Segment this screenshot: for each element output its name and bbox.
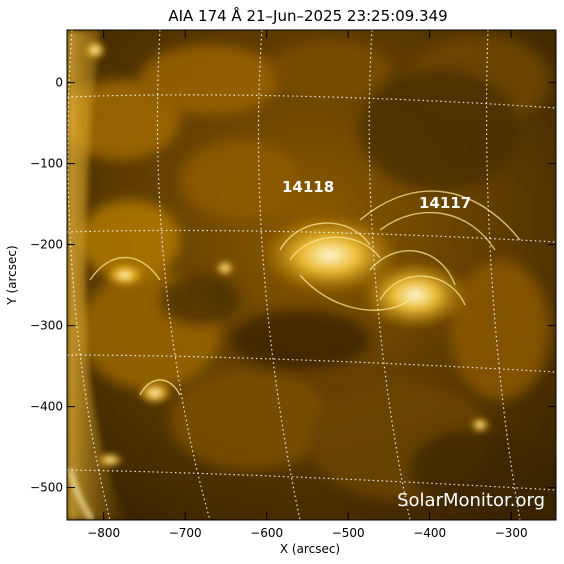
x-tick-label: −600	[250, 526, 283, 540]
x-tick-label: −300	[495, 526, 528, 540]
active-region-label: 14118	[282, 178, 334, 196]
plot-frame	[66, 29, 557, 521]
y-tick-label: −500	[30, 481, 63, 495]
heliographic-grid	[67, 30, 556, 520]
y-tick-label: −300	[30, 319, 63, 333]
x-tick-label: −400	[413, 526, 446, 540]
image-title: AIA 174 Å 21–Jun–2025 23:25:09.349	[168, 6, 447, 25]
x-tick-label: −800	[87, 526, 120, 540]
x-tick-label: −500	[332, 526, 365, 540]
watermark: SolarMonitor.org	[397, 490, 545, 511]
y-tick-label: 0	[55, 76, 63, 90]
x-axis-ticks: −800 −700 −600 −500 −400 −300	[87, 30, 528, 540]
y-axis-label: Y (arcsec)	[5, 245, 19, 305]
active-region-label: 14117	[419, 194, 471, 212]
x-tick-label: −700	[169, 526, 202, 540]
y-tick-label: −100	[30, 157, 63, 171]
solar-disk-image: 14118 14117 SolarMonitor.org	[67, 30, 556, 520]
y-tick-label: −200	[30, 238, 63, 252]
y-tick-label: −400	[30, 400, 63, 414]
y-axis-ticks: 0 −100 −200 −300 −400 −500	[30, 76, 556, 495]
x-axis-label: X (arcsec)	[280, 542, 340, 556]
